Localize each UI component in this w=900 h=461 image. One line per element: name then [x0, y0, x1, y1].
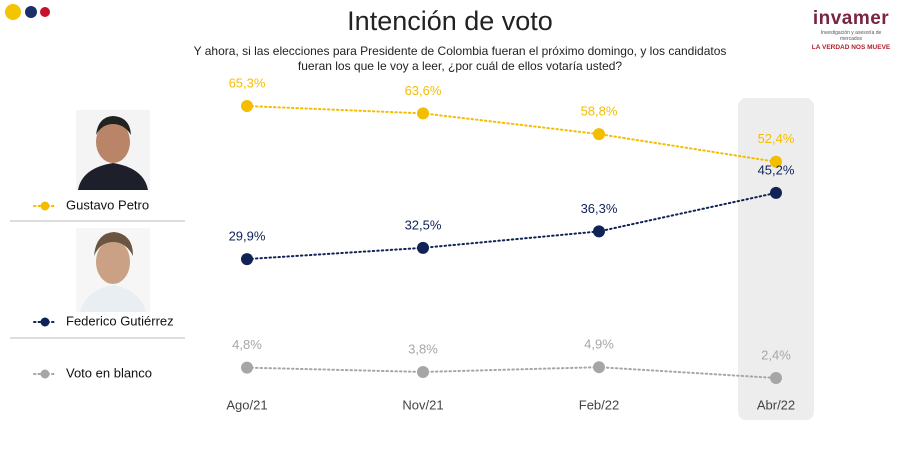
data-point [417, 365, 429, 378]
x-tick-label: Ago/21 [226, 397, 267, 412]
data-label: 2,4% [761, 347, 791, 362]
data-label: 63,6% [405, 83, 442, 98]
data-point [417, 241, 429, 254]
data-label: 65,3% [229, 75, 266, 90]
legend-label: Voto en blanco [66, 365, 152, 380]
data-point [241, 100, 253, 112]
data-label: 36,3% [581, 201, 618, 216]
data-label: 32,5% [405, 217, 442, 232]
data-point [593, 128, 605, 141]
brand-slogan: LA VERDAD NOS MUEVE [811, 44, 891, 51]
chart-subtitle: Y ahora, si las elecciones para Presiden… [193, 44, 727, 73]
series-line [246, 191, 777, 261]
x-tick-label: Nov/21 [402, 397, 443, 412]
data-label: 29,9% [229, 229, 266, 244]
candidate-photo [76, 110, 150, 190]
legend-marker [40, 317, 50, 327]
legend-label: Federico Gutiérrez [66, 313, 174, 328]
data-point [417, 107, 429, 120]
data-label: 45,2% [758, 162, 795, 177]
x-tick-label: Feb/22 [579, 397, 619, 412]
candidate-photo [76, 228, 150, 312]
deco-dot [40, 7, 50, 17]
brand-name: invamer [812, 8, 890, 29]
logo: invamer Investigación y asesoría de merc… [810, 8, 892, 51]
legend-marker [40, 369, 50, 379]
chart-title: Intención de voto [347, 6, 553, 36]
data-label: 4,9% [584, 337, 614, 352]
series-line [246, 105, 777, 163]
series-line [246, 366, 777, 379]
data-point [770, 155, 782, 168]
data-point [770, 372, 782, 384]
data-point [593, 361, 605, 374]
data-point [593, 225, 605, 238]
deco-dot [25, 6, 37, 18]
data-label: 58,8% [581, 104, 618, 119]
data-point [770, 186, 782, 199]
data-label: 3,8% [408, 341, 438, 356]
data-point [241, 361, 253, 374]
legend-label: Gustavo Petro [66, 197, 149, 212]
brand-tagline: Investigación y asesoría de mercados [820, 30, 882, 42]
deco-dot [5, 4, 21, 20]
data-point [241, 253, 253, 266]
data-label: 52,4% [758, 131, 795, 146]
data-label: 4,8% [232, 337, 262, 352]
highlight-column [738, 98, 814, 420]
legend-marker [40, 201, 50, 211]
x-tick-label: Abr/22 [757, 397, 795, 412]
